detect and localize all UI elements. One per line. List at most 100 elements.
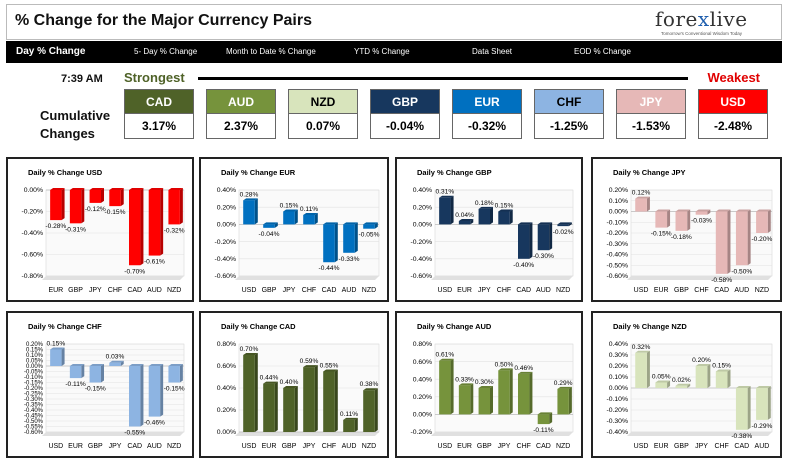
bar [517,224,530,259]
bar-top [735,209,751,212]
data-label: -0.61% [144,259,165,266]
bar-top [303,212,318,215]
y-tick-label: 0.20% [217,204,236,211]
bar-top [283,386,298,388]
x-tick-label: AUD [147,287,162,294]
bar-chart-6: Daily % Change AUD 0.80% 0.60% 0.40% 0.20% 0.… [410,322,574,450]
tab-day-change[interactable]: Day % Change [16,46,86,57]
currency-box-jpy: JPY -1.53% [616,89,686,139]
bar-side [101,364,105,383]
bar [89,366,102,383]
data-label: 0.03% [106,354,125,361]
bar-top [243,353,258,355]
x-tick-label: CHF [302,287,316,294]
y-tick-label: -0.40% [410,256,432,263]
y-tick-label: 0.40% [217,385,236,392]
bar-side [767,209,771,233]
bar-top [756,386,771,388]
y-tick-label: -0.05% [24,370,44,376]
data-label: 0.28% [240,191,259,198]
bar [439,197,451,225]
y-tick-label: -0.45% [24,414,44,420]
tab-month-to-date-change[interactable]: Month to Date % Change [226,47,316,56]
y-tick-label: -0.20% [410,429,432,436]
currency-name: GBP [370,89,440,114]
y-tick-label: 0.40% [217,187,236,194]
bar-top [715,369,731,372]
data-label: -0.55% [124,430,145,437]
data-label: -0.15% [164,386,185,393]
bar [756,388,768,420]
bar-top [168,188,183,190]
x-tick-label: EUR [457,287,472,294]
x-tick-label: AUD [755,443,770,450]
bar-side [568,386,572,415]
data-label: 0.44% [260,375,279,382]
x-tick-label: GBP [88,443,103,450]
bar-top [478,386,494,388]
bar [109,362,121,366]
y-tick-label: -0.40% [21,230,43,237]
bar-top [756,209,771,212]
bar-side [470,218,474,225]
currency-box-eur: EUR -0.32% [452,89,522,139]
forexlive-logo[interactable]: forexlive Tomorrow's Conventional Wisdom… [655,7,765,37]
x-tick-label: JPY [303,443,316,450]
bar-top [168,364,183,366]
x-tick-label: CHF [322,443,336,450]
x-tick-label: NZD [362,287,376,294]
x-tick-label: NZD [556,287,570,294]
data-label: -0.44% [319,265,340,272]
bar [363,390,375,432]
bar [148,190,161,256]
tab-data-sheet[interactable]: Data Sheet [472,47,513,56]
x-tick-label: AUD [147,443,162,450]
y-tick-label: -0.60% [214,273,236,280]
x-tick-label: CAD [516,287,531,294]
bar-chart-4: Daily % Change CHF0.20%0.15%0.10%0.05%0.… [24,322,185,450]
data-label: -0.18% [671,234,692,241]
bar-chart-3: Daily % Change JPY 0.20% 0.10% 0.00% -0.10% -… [606,168,772,294]
x-tick-label: GBP [282,443,297,450]
currency-name: EUR [452,89,522,114]
x-tick-label: CHF [497,287,511,294]
y-tick-label: -0.60% [606,273,628,280]
bar-top [283,209,298,212]
bar-side [509,209,513,225]
logo-tagline: Tomorrow's Conventional Wisdom Today [661,31,743,36]
currency-name: CHF [534,89,604,114]
tab-eod-change[interactable]: EOD % Change [574,47,631,56]
x-tick-label: NZD [755,287,769,294]
bar [283,211,295,225]
data-label: 0.31% [436,189,455,196]
data-label: -0.15% [85,386,106,393]
y-tick-label: 0.20% [413,394,432,401]
bar-side [334,369,338,432]
bar-side [707,209,711,215]
currency-name: USD [698,89,768,114]
x-tick-label: NZD [167,287,181,294]
currency-box-cad: CAD 3.17% [124,89,194,139]
tab-5-day-change[interactable]: 5- Day % Change [134,47,198,56]
data-label: -0.38% [731,433,752,440]
y-tick-label: -0.20% [410,239,432,246]
data-label: -0.46% [144,420,165,427]
currency-box-aud: AUD 2.37% [206,89,276,139]
bar [128,366,141,427]
chart-panel-usd: Daily % Change USD 0.00% -0.20% -0.40% -0.60… [6,157,194,302]
data-label: -0.15% [105,209,126,216]
bar-side [747,209,751,266]
y-tick-label: 0.00% [413,412,432,419]
bar-top [517,371,533,374]
bar-side [509,368,513,415]
data-label: 0.61% [436,352,455,359]
bar [283,388,295,432]
bar-top [69,364,85,366]
tab-ytd-change[interactable]: YTD % Change [354,47,410,56]
bar-side [81,188,85,224]
y-tick-label: 0.80% [217,341,236,348]
y-tick-label: 0.60% [413,359,432,366]
y-tick-label: 0.00% [217,429,236,436]
bar-side [687,209,691,231]
bar-top [303,365,318,368]
